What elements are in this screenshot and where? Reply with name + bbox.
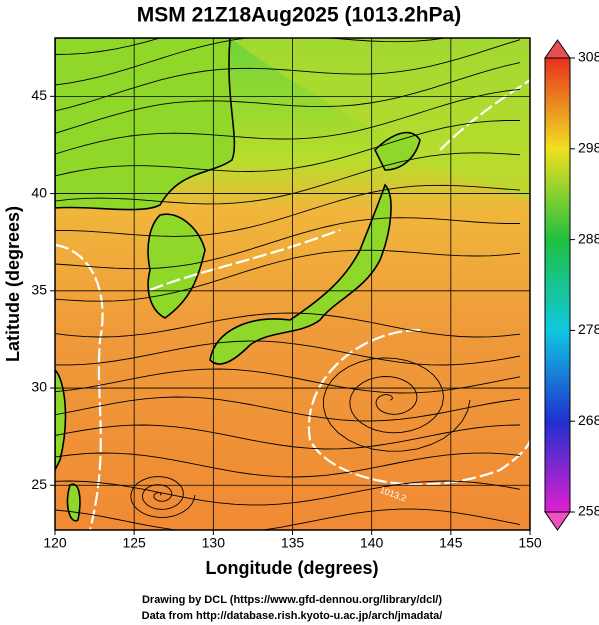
x-tick-label: 145: [439, 535, 463, 551]
streamline: [55, 184, 521, 237]
streamline: [55, 396, 521, 422]
isotherm: [149, 228, 341, 292]
field-band: [230, 38, 530, 200]
streamline: [55, 312, 521, 338]
x-tick-label: 125: [122, 535, 146, 551]
colorbar-label: 268: [578, 412, 599, 428]
vortex: [130, 476, 196, 518]
colorbar-bottom: [544, 511, 571, 531]
x-tick-label: 150: [518, 535, 542, 551]
streamline: [55, 508, 521, 530]
isotherm: [439, 79, 530, 151]
colorbar-label: 298: [578, 140, 599, 156]
streamlines: [55, 38, 521, 530]
streamline: [55, 38, 162, 55]
taiwan: [66, 483, 81, 522]
hokkaido: [374, 131, 421, 171]
title: MSM 21Z18Aug2025 (1013.2hPa): [137, 4, 461, 27]
china-coast: [55, 368, 67, 471]
colorbar-top: [544, 39, 571, 59]
x-tick-label: 135: [281, 535, 305, 551]
y-axis-label: Latitude (degrees): [3, 206, 23, 362]
streamline: [55, 217, 520, 270]
x-tick-label: 140: [360, 535, 384, 551]
streamline: [55, 249, 521, 302]
streamline: [55, 480, 521, 506]
streamline: [55, 39, 521, 112]
colorbar-label: 288: [578, 230, 599, 246]
streamline: [55, 62, 521, 134]
y-tick-label: 30: [31, 379, 47, 395]
japan: [209, 183, 392, 365]
streamline: [55, 152, 521, 205]
streamline: [55, 88, 521, 155]
colorbar-label: 308: [578, 49, 599, 65]
vortex: [322, 357, 471, 452]
x-axis-label: Longitude (degrees): [205, 558, 378, 578]
colorbar: [544, 57, 571, 513]
credit: Drawing by DCL (https://www.gfd-dennou.o…: [142, 594, 442, 606]
y-tick-label: 40: [31, 184, 47, 200]
plot-frame: [54, 37, 531, 531]
x-tick-label: 130: [202, 535, 226, 551]
streamline: [55, 452, 521, 478]
streamline: [55, 424, 521, 450]
streamline: [55, 340, 521, 366]
colorbar-label: 258: [578, 503, 599, 519]
streamline: [55, 120, 520, 177]
credit: Data from http://database.rish.kyoto-u.a…: [142, 610, 443, 622]
x-tick-label: 120: [43, 535, 67, 551]
y-tick-label: 45: [31, 87, 47, 103]
y-tick-label: 25: [31, 476, 47, 492]
continent: [55, 38, 236, 211]
colorbar-label: 278: [578, 321, 599, 337]
y-tick-label: 35: [31, 282, 47, 298]
isotherm: [55, 243, 104, 530]
